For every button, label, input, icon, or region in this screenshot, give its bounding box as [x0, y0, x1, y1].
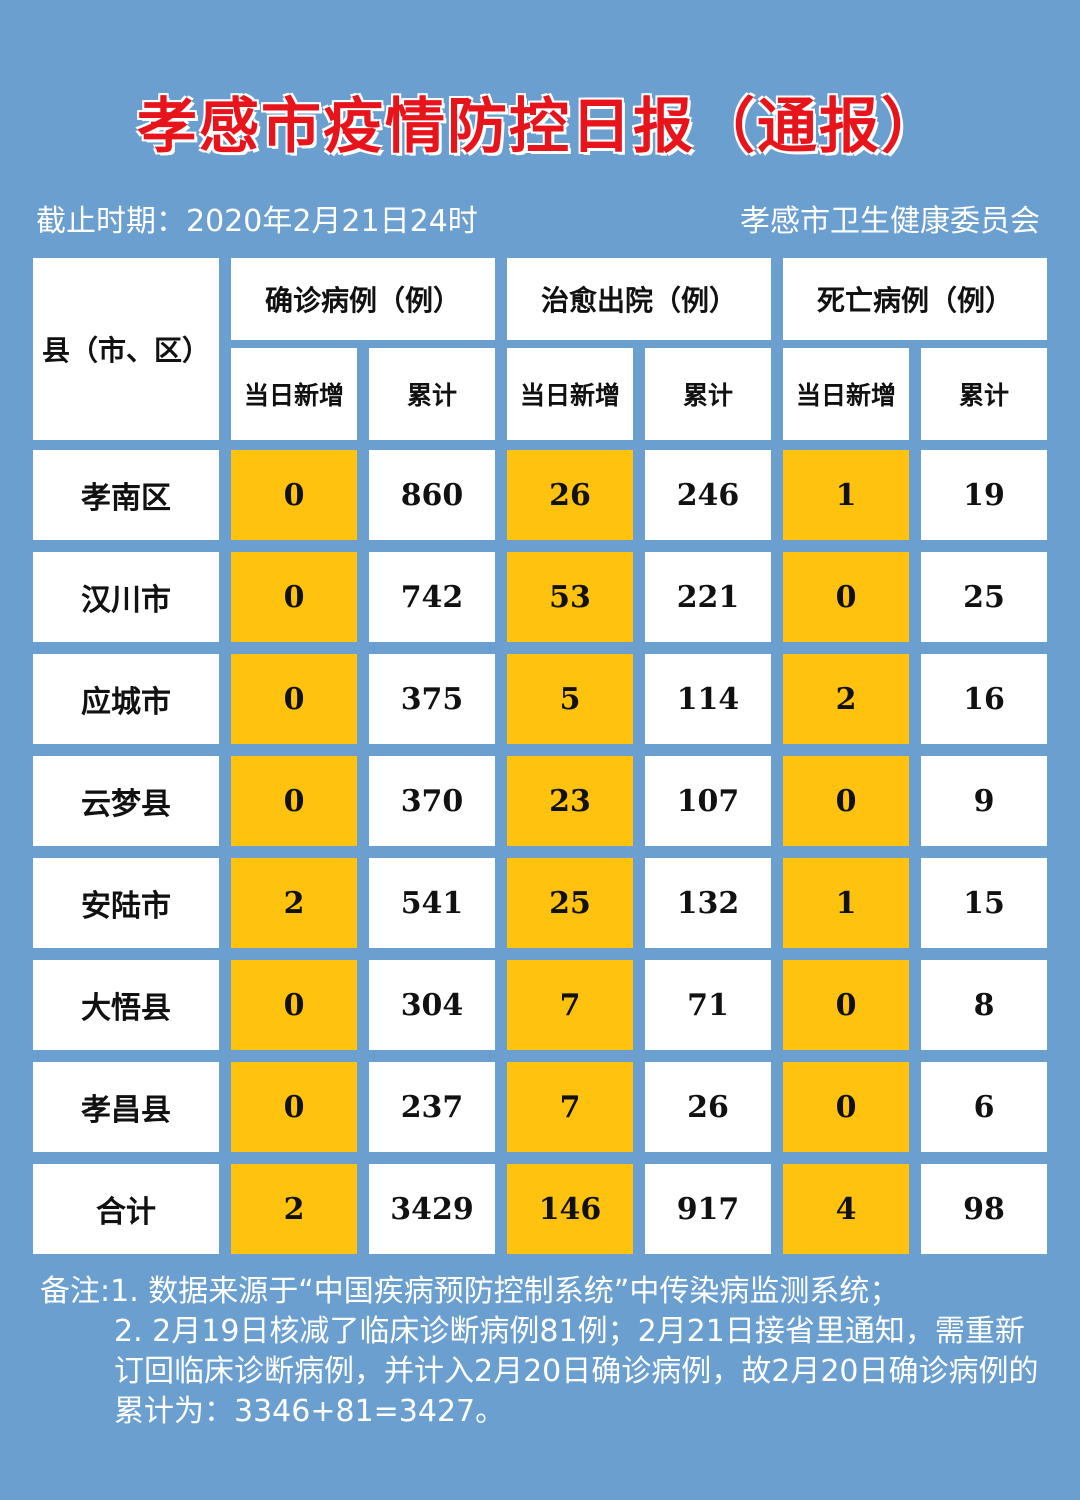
table-cell: 26 [507, 450, 633, 540]
table-cell: 4 [783, 1164, 909, 1254]
table-cell: 107 [645, 756, 771, 846]
table-cell: 370 [369, 756, 495, 846]
region-name: 合计 [33, 1164, 219, 1254]
table-cell: 15 [921, 858, 1047, 948]
table-cell: 0 [783, 756, 909, 846]
table-cell: 246 [645, 450, 771, 540]
table-cell: 0 [231, 654, 357, 744]
table-cell: 304 [369, 960, 495, 1050]
table-cell: 2 [783, 654, 909, 744]
table-cell: 25 [921, 552, 1047, 642]
table-cell: 132 [645, 858, 771, 948]
region-name: 应城市 [33, 654, 219, 744]
table-cell: 5 [507, 654, 633, 744]
region-name: 汉川市 [33, 552, 219, 642]
table-cell: 742 [369, 552, 495, 642]
table-cell: 53 [507, 552, 633, 642]
region-name: 大悟县 [33, 960, 219, 1050]
note-line-2: 2. 2月19日核减了临床诊断病例81例；2月21日接省里通知，需重新订回临床诊… [114, 1314, 1039, 1429]
region-name: 云梦县 [33, 756, 219, 846]
sub-header-2: 当日新增 [507, 348, 633, 440]
table-cell: 2 [231, 1164, 357, 1254]
table-cell: 8 [921, 960, 1047, 1050]
table-cell: 0 [231, 450, 357, 540]
table-cell: 9 [921, 756, 1047, 846]
table-cell: 1 [783, 858, 909, 948]
table-cell: 860 [369, 450, 495, 540]
table-cell: 98 [921, 1164, 1047, 1254]
sub-header-4: 当日新增 [783, 348, 909, 440]
table-cell: 16 [921, 654, 1047, 744]
table-cell: 25 [507, 858, 633, 948]
group-header-confirmed: 确诊病例（例） [231, 258, 495, 340]
table-cell: 71 [645, 960, 771, 1050]
table-cell: 221 [645, 552, 771, 642]
notes: 备注:1. 数据来源于“中国疾病预防控制系统”中传染病监测系统； 2. 2月19… [40, 1272, 1050, 1432]
issuer-text: 孝感市卫生健康委员会 [740, 204, 1040, 239]
table-cell: 7 [507, 1062, 633, 1152]
table-cell: 0 [231, 960, 357, 1050]
table-cell: 114 [645, 654, 771, 744]
table-cell: 19 [921, 450, 1047, 540]
table-cell: 0 [231, 552, 357, 642]
table-cell: 0 [783, 960, 909, 1050]
table-cell: 237 [369, 1062, 495, 1152]
table-cell: 541 [369, 858, 495, 948]
table-cell: 0 [231, 1062, 357, 1152]
region-header: 县（市、区） [33, 258, 219, 440]
region-name: 孝昌县 [33, 1062, 219, 1152]
region-name: 孝南区 [33, 450, 219, 540]
table-cell: 26 [645, 1062, 771, 1152]
sub-header-3: 累计 [645, 348, 771, 440]
sub-header-5: 累计 [921, 348, 1047, 440]
table-cell: 0 [231, 756, 357, 846]
group-header-cured: 治愈出院（例） [507, 258, 771, 340]
note-line-1: 备注:1. 数据来源于“中国疾病预防控制系统”中传染病监测系统； [40, 1274, 900, 1309]
table-cell: 2 [231, 858, 357, 948]
table-cell: 146 [507, 1164, 633, 1254]
region-name: 安陆市 [33, 858, 219, 948]
group-header-deaths: 死亡病例（例） [783, 258, 1047, 340]
table-cell: 23 [507, 756, 633, 846]
table-cell: 0 [783, 1062, 909, 1152]
deadline-text: 截止时期：2020年2月21日24时 [36, 204, 478, 239]
table-cell: 375 [369, 654, 495, 744]
page-title: 孝感市疫情防控日报（通报） [137, 92, 943, 162]
table-cell: 0 [783, 552, 909, 642]
table-cell: 3429 [369, 1164, 495, 1254]
sub-header-0: 当日新增 [231, 348, 357, 440]
table-cell: 1 [783, 450, 909, 540]
table-cell: 6 [921, 1062, 1047, 1152]
sub-header-1: 累计 [369, 348, 495, 440]
table-cell: 7 [507, 960, 633, 1050]
table-cell: 917 [645, 1164, 771, 1254]
